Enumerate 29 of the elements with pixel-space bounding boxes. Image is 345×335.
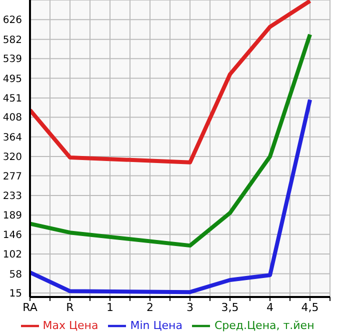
x-tick-label: 3,5 [221, 300, 239, 314]
y-tick-label: 233 [2, 191, 22, 202]
y-tick-label: 582 [2, 34, 22, 46]
y-tick-label: 58 [9, 269, 22, 280]
y-tick-label: 626 [2, 15, 22, 26]
legend-label: Сред.Цена, т.йен [214, 319, 314, 332]
x-tick-label: 1 [106, 300, 114, 314]
y-tick-label: 364 [2, 132, 22, 144]
y-tick-label: 146 [2, 230, 22, 241]
x-tick-label: 3 [186, 300, 194, 314]
x-tick-label: RA [22, 300, 38, 314]
y-tick-label: 539 [2, 54, 22, 66]
x-tick-label: 4 [266, 300, 274, 314]
line-series [30, 0, 312, 164]
legend-label: Min Цена [130, 319, 182, 332]
legend-label: Max Цена [42, 319, 98, 332]
y-tick-label: 102 [2, 250, 22, 261]
line-series [30, 98, 312, 294]
y-tick-label: 408 [2, 112, 22, 124]
y-tick-label: 15 [9, 288, 22, 300]
y-tick-label: 495 [2, 74, 22, 85]
x-tick-label: 4,5 [301, 300, 319, 314]
x-tick-label: R [66, 300, 74, 314]
y-tick-label: 320 [2, 152, 22, 164]
y-tick-label: 451 [2, 94, 22, 105]
line-series [30, 32, 312, 248]
x-tick-label: 2 [146, 300, 154, 314]
y-tick-label: 277 [2, 171, 22, 182]
y-tick-label: 189 [2, 210, 22, 222]
